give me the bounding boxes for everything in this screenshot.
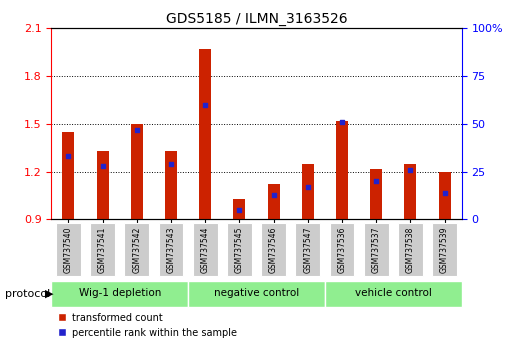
FancyBboxPatch shape [398,223,423,276]
FancyBboxPatch shape [159,223,183,276]
FancyBboxPatch shape [364,223,388,276]
FancyBboxPatch shape [188,281,325,307]
FancyBboxPatch shape [295,223,320,276]
FancyBboxPatch shape [325,281,462,307]
Bar [96,151,109,219]
Point [201,102,209,108]
Text: GSM737544: GSM737544 [201,226,210,273]
FancyBboxPatch shape [432,223,457,276]
Point [133,127,141,132]
Bar [63,132,74,219]
Text: GSM737540: GSM737540 [64,226,73,273]
Point [372,178,380,184]
FancyBboxPatch shape [125,223,149,276]
Text: negative control: negative control [214,288,299,298]
Point [235,207,244,213]
Legend: transformed count, percentile rank within the sample: transformed count, percentile rank withi… [56,313,236,338]
Bar [439,172,450,219]
Point [304,184,312,190]
FancyBboxPatch shape [227,223,252,276]
Text: GSM737542: GSM737542 [132,226,141,273]
FancyBboxPatch shape [261,223,286,276]
Point [167,161,175,167]
Text: ▶: ▶ [45,289,53,299]
Bar [336,121,348,219]
FancyBboxPatch shape [51,281,188,307]
Text: GSM737538: GSM737538 [406,226,415,273]
Text: GSM737536: GSM737536 [338,226,346,273]
Text: vehicle control: vehicle control [355,288,432,298]
Point [269,192,278,198]
Bar [131,124,143,219]
Text: GSM737539: GSM737539 [440,226,449,273]
Point [406,167,415,173]
FancyBboxPatch shape [56,223,81,276]
Bar [233,199,245,219]
Text: GSM737537: GSM737537 [372,226,381,273]
Title: GDS5185 / ILMN_3163526: GDS5185 / ILMN_3163526 [166,12,347,26]
FancyBboxPatch shape [90,223,115,276]
Text: GSM737547: GSM737547 [303,226,312,273]
Text: Wig-1 depletion: Wig-1 depletion [78,288,161,298]
Bar [268,184,280,219]
FancyBboxPatch shape [330,223,354,276]
Point [441,190,449,195]
Text: protocol: protocol [5,289,50,299]
Bar [370,169,382,219]
Bar [199,49,211,219]
FancyBboxPatch shape [193,223,218,276]
Point [64,154,72,159]
Text: GSM737543: GSM737543 [167,226,175,273]
Point [338,119,346,125]
Text: GSM737545: GSM737545 [235,226,244,273]
Point [98,163,107,169]
Bar [302,164,314,219]
Text: GSM737541: GSM737541 [98,226,107,273]
Bar [165,151,177,219]
Bar [404,164,417,219]
Text: GSM737546: GSM737546 [269,226,278,273]
